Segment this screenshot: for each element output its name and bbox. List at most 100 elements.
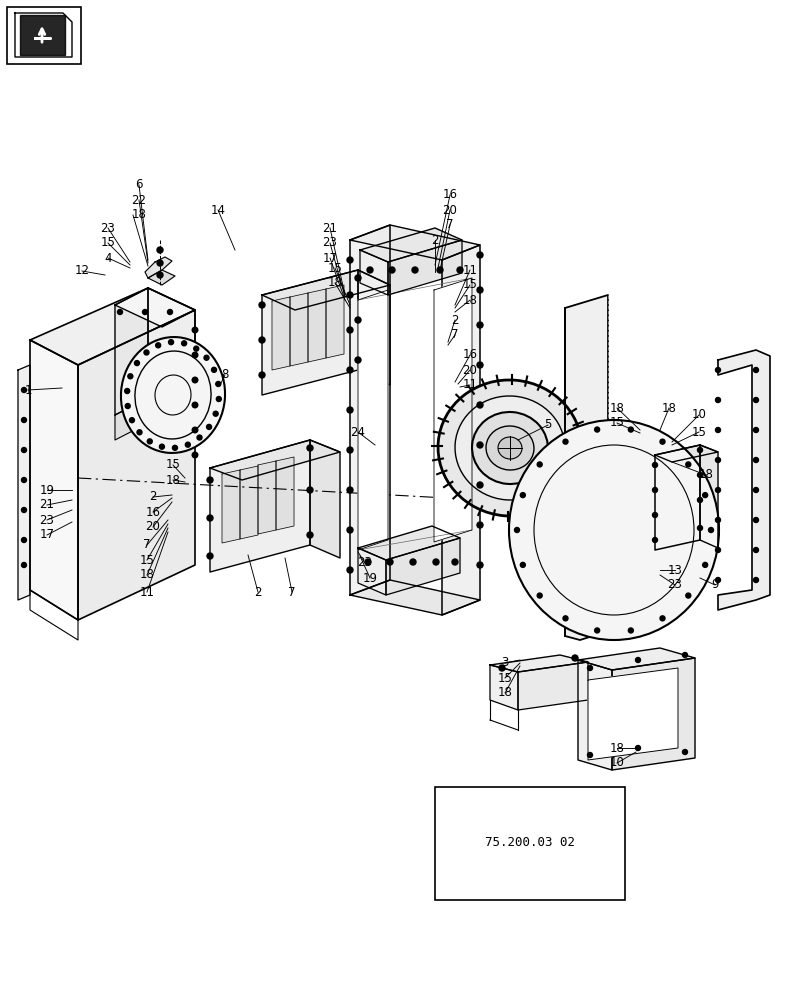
Circle shape — [185, 442, 191, 447]
Polygon shape — [148, 270, 175, 285]
Circle shape — [142, 310, 148, 314]
Text: 15: 15 — [100, 236, 116, 249]
Polygon shape — [386, 538, 460, 595]
Circle shape — [452, 559, 458, 565]
Text: 23: 23 — [667, 578, 683, 591]
Circle shape — [716, 428, 721, 432]
Circle shape — [587, 752, 592, 758]
Text: 15: 15 — [692, 426, 706, 438]
Circle shape — [410, 559, 416, 565]
Text: 17: 17 — [322, 251, 338, 264]
Circle shape — [182, 341, 187, 346]
Text: 23: 23 — [40, 514, 54, 526]
Polygon shape — [272, 297, 290, 370]
Text: 18: 18 — [498, 686, 512, 700]
Polygon shape — [358, 548, 386, 595]
Text: 17: 17 — [40, 528, 54, 542]
Text: 2: 2 — [431, 233, 439, 246]
Circle shape — [125, 404, 130, 409]
Circle shape — [683, 750, 688, 754]
Polygon shape — [18, 365, 30, 600]
Circle shape — [347, 292, 353, 298]
Text: 7: 7 — [451, 328, 459, 342]
Circle shape — [207, 424, 212, 429]
Polygon shape — [290, 293, 308, 366]
Circle shape — [207, 477, 213, 483]
Text: 15: 15 — [140, 554, 154, 566]
Polygon shape — [148, 398, 195, 445]
Polygon shape — [30, 288, 195, 365]
Text: 16: 16 — [145, 506, 161, 518]
Circle shape — [660, 616, 665, 621]
Text: 10: 10 — [692, 408, 706, 422]
Circle shape — [156, 343, 161, 348]
Circle shape — [515, 528, 520, 532]
Polygon shape — [360, 250, 388, 295]
Circle shape — [22, 508, 27, 512]
Polygon shape — [588, 668, 678, 760]
Circle shape — [194, 346, 199, 351]
Circle shape — [207, 515, 213, 521]
Text: 18: 18 — [132, 209, 146, 222]
FancyBboxPatch shape — [7, 7, 81, 64]
Ellipse shape — [455, 396, 565, 500]
Polygon shape — [388, 240, 462, 295]
Text: 7: 7 — [446, 219, 454, 232]
Polygon shape — [358, 526, 460, 560]
Circle shape — [355, 357, 361, 363]
Text: 18: 18 — [462, 294, 478, 306]
Text: 11: 11 — [462, 263, 478, 276]
Circle shape — [636, 746, 641, 750]
Circle shape — [347, 407, 353, 413]
Polygon shape — [148, 288, 195, 420]
Polygon shape — [718, 350, 770, 610]
Circle shape — [697, 473, 702, 478]
Circle shape — [192, 452, 198, 458]
Circle shape — [259, 372, 265, 378]
Text: 15: 15 — [166, 458, 180, 472]
Polygon shape — [262, 270, 358, 395]
Polygon shape — [262, 270, 390, 310]
Circle shape — [629, 628, 633, 633]
Polygon shape — [350, 225, 390, 595]
Text: 20: 20 — [443, 204, 457, 217]
Text: 18: 18 — [662, 401, 676, 414]
Polygon shape — [358, 270, 390, 385]
Circle shape — [22, 418, 27, 422]
Circle shape — [157, 247, 163, 253]
Text: 19: 19 — [40, 484, 54, 496]
Circle shape — [169, 340, 174, 345]
Circle shape — [754, 578, 759, 582]
Circle shape — [653, 462, 658, 468]
Circle shape — [137, 430, 142, 435]
Circle shape — [697, 497, 702, 502]
Text: 2: 2 — [451, 314, 459, 326]
Circle shape — [212, 367, 217, 372]
Circle shape — [22, 538, 27, 542]
Polygon shape — [210, 440, 340, 480]
Circle shape — [477, 252, 483, 258]
Circle shape — [367, 267, 373, 273]
Text: 22: 22 — [132, 194, 146, 207]
Text: 9: 9 — [711, 578, 719, 591]
Circle shape — [307, 445, 313, 451]
Circle shape — [192, 377, 198, 383]
Circle shape — [22, 562, 27, 568]
Circle shape — [147, 439, 152, 444]
Polygon shape — [700, 445, 718, 548]
Circle shape — [477, 287, 483, 293]
Polygon shape — [358, 290, 388, 550]
Text: 20: 20 — [462, 363, 478, 376]
Ellipse shape — [121, 337, 225, 453]
Ellipse shape — [509, 420, 719, 640]
Circle shape — [477, 322, 483, 328]
Text: 23: 23 — [100, 222, 116, 234]
Ellipse shape — [472, 412, 548, 484]
Circle shape — [595, 427, 600, 432]
Text: 18: 18 — [166, 474, 180, 487]
Circle shape — [520, 493, 525, 498]
Polygon shape — [518, 662, 588, 710]
Polygon shape — [655, 445, 718, 462]
Circle shape — [477, 402, 483, 408]
Polygon shape — [276, 457, 294, 530]
